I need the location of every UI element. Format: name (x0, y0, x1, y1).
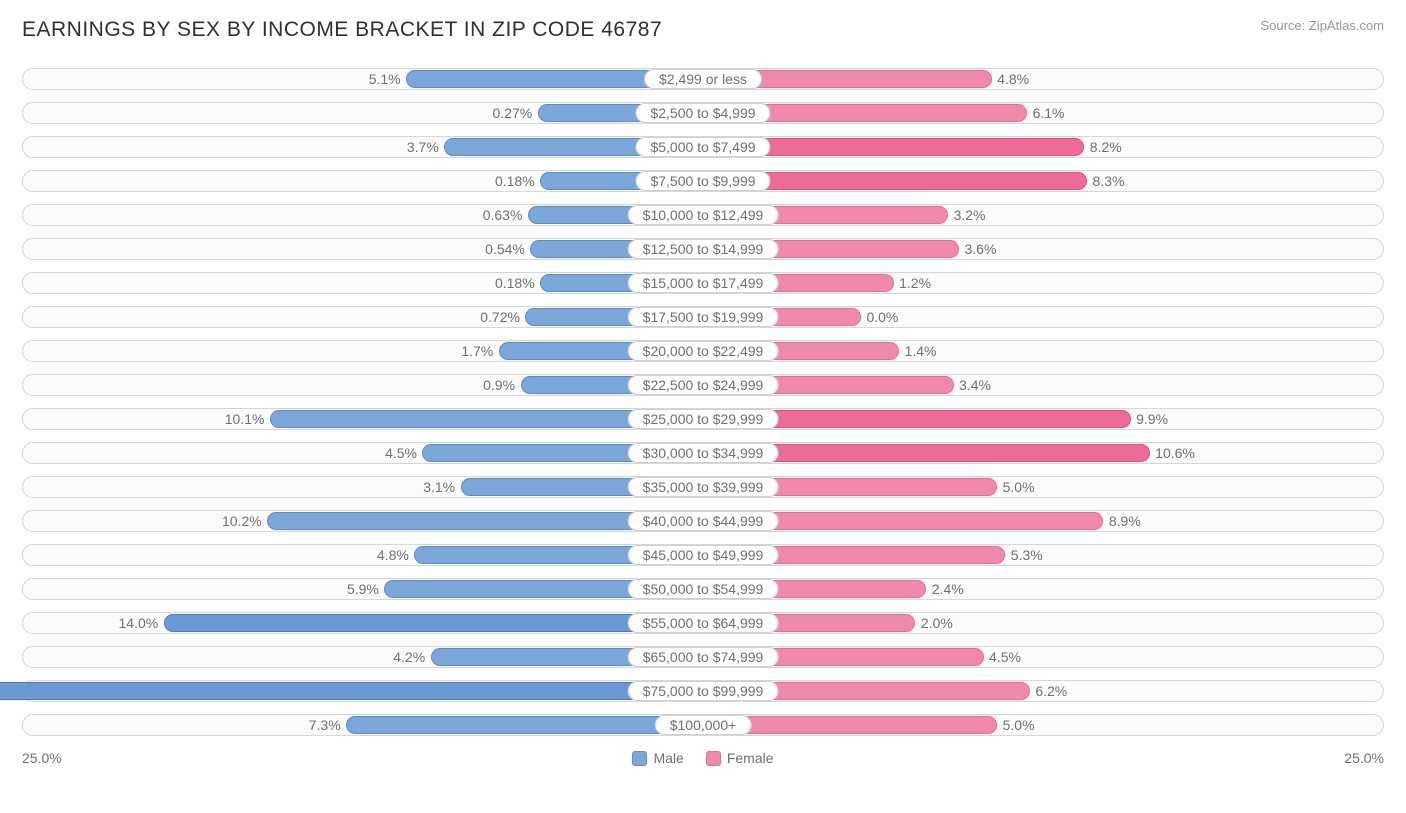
chart-row: 0.18% 8.3% $7,500 to $9,999 (22, 166, 1384, 196)
female-pct-label: 3.6% (965, 240, 997, 258)
category-label: $75,000 to $99,999 (628, 681, 779, 701)
legend-item-female: Female (706, 750, 774, 766)
chart-row: 0.63% 3.2% $10,000 to $12,499 (22, 200, 1384, 230)
chart-row: 1.7% 1.4% $20,000 to $22,499 (22, 336, 1384, 366)
male-bar (346, 716, 703, 734)
male-bar (164, 614, 703, 632)
male-pct-label: 4.5% (385, 444, 417, 462)
category-label: $17,500 to $19,999 (628, 307, 779, 327)
chart-row: 7.3% 5.0% $100,000+ (22, 710, 1384, 740)
chart-row: 3.7% 8.2% $5,000 to $7,499 (22, 132, 1384, 162)
category-label: $10,000 to $12,499 (628, 205, 779, 225)
female-pct-label: 6.2% (1035, 682, 1067, 700)
category-label: $100,000+ (655, 715, 752, 735)
source-label: Source: ZipAtlas.com (1260, 18, 1384, 33)
diverging-bar-chart: 5.1% 4.8% $2,499 or less 0.27% 6.1% $2,500 to… (22, 64, 1384, 740)
male-pct-label: 1.7% (461, 342, 493, 360)
legend-female-label: Female (727, 750, 774, 766)
legend: Male Female (632, 750, 773, 766)
male-pct-label: 3.7% (407, 138, 439, 156)
female-pct-label: 10.6% (1155, 444, 1195, 462)
category-label: $45,000 to $49,999 (628, 545, 779, 565)
female-pct-label: 5.0% (1003, 716, 1035, 734)
category-label: $55,000 to $64,999 (628, 613, 779, 633)
chart-row: 21.9%6.2%$75,000 to $99,999 (22, 676, 1384, 706)
chart-row: 0.54% 3.6% $12,500 to $14,999 (22, 234, 1384, 264)
male-pct-label: 4.2% (393, 648, 425, 666)
chart-row: 14.0% 2.0% $55,000 to $64,999 (22, 608, 1384, 638)
category-label: $22,500 to $24,999 (628, 375, 779, 395)
female-pct-label: 5.0% (1003, 478, 1035, 496)
male-pct-label: 5.9% (347, 580, 379, 598)
female-pct-label: 1.2% (899, 274, 931, 292)
category-label: $35,000 to $39,999 (628, 477, 779, 497)
chart-row: 0.9% 3.4% $22,500 to $24,999 (22, 370, 1384, 400)
chart-row: 4.5% 10.6% $30,000 to $34,999 (22, 438, 1384, 468)
male-pct-label: 0.9% (483, 376, 515, 394)
male-pct-label: 10.2% (222, 512, 262, 530)
category-label: $5,000 to $7,499 (635, 137, 770, 157)
female-pct-label: 1.4% (905, 342, 937, 360)
male-pct-label: 0.63% (483, 206, 523, 224)
male-pct-label: 5.1% (369, 70, 401, 88)
male-pct-label: 0.72% (480, 308, 520, 326)
male-pct-label: 3.1% (423, 478, 455, 496)
female-pct-label: 4.8% (997, 70, 1029, 88)
category-label: $25,000 to $29,999 (628, 409, 779, 429)
male-pct-label: 14.0% (119, 614, 159, 632)
chart-row: 10.1% 9.9% $25,000 to $29,999 (22, 404, 1384, 434)
category-label: $40,000 to $44,999 (628, 511, 779, 531)
female-pct-label: 8.9% (1109, 512, 1141, 530)
female-pct-label: 3.4% (959, 376, 991, 394)
category-label: $50,000 to $54,999 (628, 579, 779, 599)
male-pct-label: 0.18% (495, 274, 535, 292)
male-pct-label: 7.3% (309, 716, 341, 734)
male-pct-label: 0.54% (485, 240, 525, 258)
male-pct-label: 4.8% (377, 546, 409, 564)
category-label: $65,000 to $74,999 (628, 647, 779, 667)
category-label: $30,000 to $34,999 (628, 443, 779, 463)
female-pct-label: 3.2% (954, 206, 986, 224)
male-swatch-icon (632, 751, 647, 766)
male-pct-label: 0.27% (493, 104, 533, 122)
female-pct-label: 2.0% (921, 614, 953, 632)
category-label: $2,499 or less (644, 69, 762, 89)
category-label: $7,500 to $9,999 (635, 171, 770, 191)
axis-label-left: 25.0% (22, 750, 62, 766)
chart-row: 0.18% 1.2% $15,000 to $17,499 (22, 268, 1384, 298)
male-bar (0, 682, 703, 700)
female-pct-label: 9.9% (1136, 410, 1168, 428)
chart-title: EARNINGS BY SEX BY INCOME BRACKET IN ZIP… (22, 18, 662, 42)
category-label: $15,000 to $17,499 (628, 273, 779, 293)
chart-row: 10.2% 8.9% $40,000 to $44,999 (22, 506, 1384, 536)
legend-item-male: Male (632, 750, 683, 766)
chart-row: 0.27% 6.1% $2,500 to $4,999 (22, 98, 1384, 128)
chart-row: 3.1% 5.0% $35,000 to $39,999 (22, 472, 1384, 502)
legend-male-label: Male (653, 750, 683, 766)
female-pct-label: 8.2% (1090, 138, 1122, 156)
male-pct-label: 10.1% (225, 410, 265, 428)
female-pct-label: 5.3% (1011, 546, 1043, 564)
axis-label-right: 25.0% (1344, 750, 1384, 766)
category-label: $20,000 to $22,499 (628, 341, 779, 361)
chart-row: 0.72% 0.0% $17,500 to $19,999 (22, 302, 1384, 332)
male-pct-label: 0.18% (495, 172, 535, 190)
chart-row: 4.2% 4.5% $65,000 to $74,999 (22, 642, 1384, 672)
female-swatch-icon (706, 751, 721, 766)
category-label: $2,500 to $4,999 (635, 103, 770, 123)
female-pct-label: 0.0% (866, 308, 898, 326)
female-pct-label: 8.3% (1093, 172, 1125, 190)
female-pct-label: 4.5% (989, 648, 1021, 666)
chart-row: 4.8% 5.3% $45,000 to $49,999 (22, 540, 1384, 570)
category-label: $12,500 to $14,999 (628, 239, 779, 259)
female-pct-label: 6.1% (1033, 104, 1065, 122)
chart-row: 5.1% 4.8% $2,499 or less (22, 64, 1384, 94)
chart-row: 5.9% 2.4% $50,000 to $54,999 (22, 574, 1384, 604)
female-pct-label: 2.4% (932, 580, 964, 598)
